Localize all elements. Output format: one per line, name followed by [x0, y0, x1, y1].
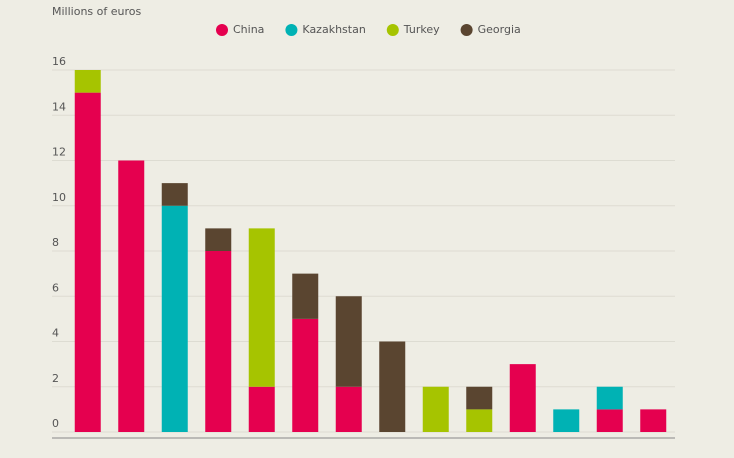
- bar-segment: [248, 228, 275, 387]
- y-tick-label: 6: [52, 281, 59, 294]
- legend-label: Turkey: [403, 23, 440, 36]
- legend-marker: [386, 24, 399, 36]
- bar-segment: [553, 409, 580, 432]
- legend-marker: [216, 24, 228, 36]
- y-tick-label: 0: [52, 417, 59, 430]
- legend-label: Kazakhstan: [302, 23, 365, 36]
- bar-segment: [640, 409, 667, 432]
- bar-segment: [379, 341, 406, 432]
- y-tick-label: 4: [52, 327, 59, 340]
- bar-segment: [292, 318, 319, 432]
- bar-segment: [422, 386, 449, 432]
- y-tick-label: 12: [52, 146, 66, 159]
- y-tick-label: 14: [52, 100, 66, 113]
- bar-segment: [466, 409, 493, 432]
- bar-segment: [466, 386, 493, 410]
- bar-segment: [292, 273, 319, 319]
- bar-segment: [596, 409, 623, 432]
- bar-segment: [74, 70, 101, 93]
- y-tick-label: 10: [52, 191, 66, 204]
- legend-marker: [460, 24, 473, 36]
- bar-segment: [335, 386, 362, 432]
- legend-marker: [285, 24, 298, 36]
- bar-segment: [335, 296, 362, 387]
- bar-segment: [509, 364, 536, 432]
- bar-segment: [596, 386, 623, 410]
- y-tick-label: 8: [52, 236, 59, 249]
- bar-segment: [205, 228, 232, 251]
- bar-segment: [205, 251, 232, 432]
- bar-segment: [118, 160, 145, 432]
- legend-label: China: [233, 23, 264, 36]
- bar-segment: [161, 183, 188, 206]
- subtitle: Millions of euros: [52, 5, 141, 18]
- legend-label: Georgia: [478, 23, 521, 36]
- bar-segment: [74, 92, 101, 432]
- y-tick-label: 2: [52, 372, 59, 385]
- bar-segment: [161, 205, 188, 432]
- y-tick-label: 16: [52, 55, 66, 68]
- bar-segment: [248, 386, 275, 432]
